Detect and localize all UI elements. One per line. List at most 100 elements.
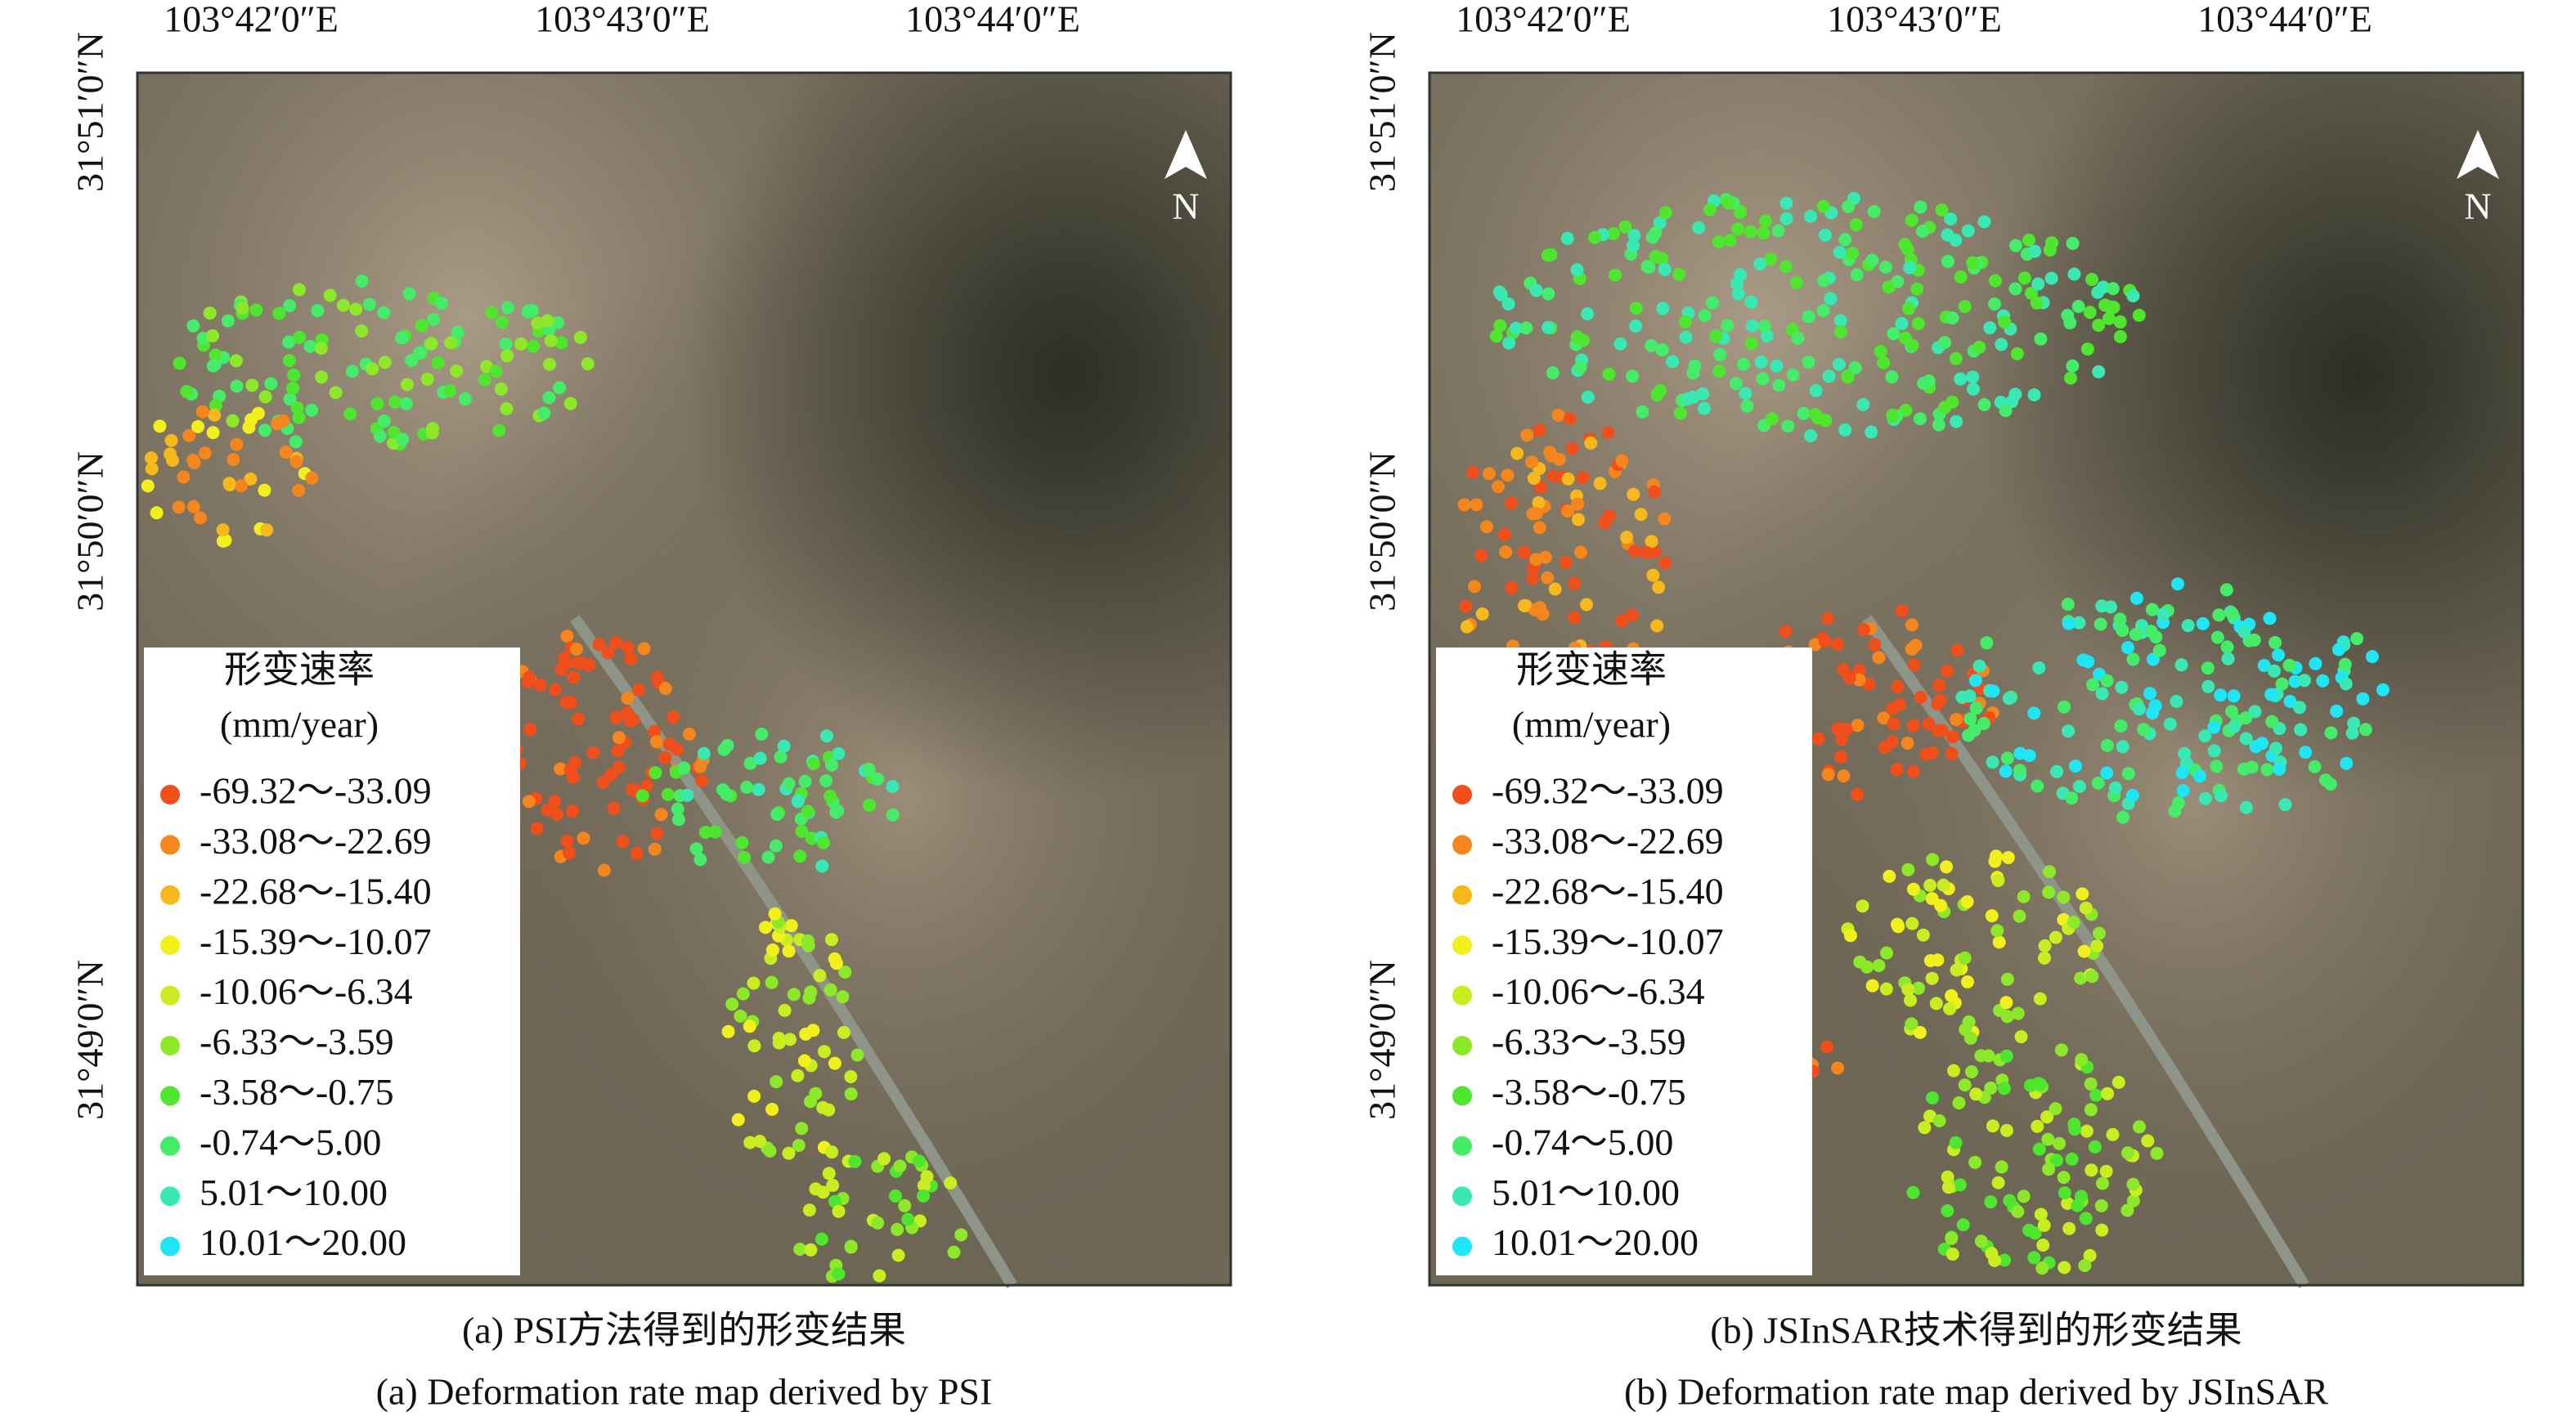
ps-point (2308, 760, 2322, 773)
ps-point (1627, 487, 1640, 501)
ps-point (815, 859, 829, 873)
ps-point (2083, 1248, 2097, 1262)
ps-point (2102, 311, 2116, 325)
ps-point (1950, 713, 1963, 726)
ps-point (1501, 468, 1515, 482)
ps-point (444, 336, 458, 350)
ps-point (2340, 756, 2354, 770)
ps-point (282, 354, 296, 367)
ps-point (1721, 319, 1735, 333)
legend-label: -3.58～-0.75 (200, 1071, 394, 1113)
ps-point (230, 379, 244, 393)
ps-point (1816, 199, 1830, 213)
top-tick-label: 103°43′0″E (1827, 0, 2002, 40)
ps-point (837, 1025, 850, 1039)
ps-point (1804, 209, 1817, 223)
ps-point (236, 301, 249, 315)
ps-point (2331, 643, 2345, 656)
ps-point (1646, 568, 1660, 582)
ps-point (1802, 310, 1815, 324)
ps-point (1754, 355, 1768, 369)
ps-point (191, 419, 204, 433)
ps-point (1673, 406, 1687, 420)
ps-point (2126, 1194, 2140, 1208)
ps-point (1952, 1096, 1966, 1109)
ps-point (734, 1009, 747, 1023)
ps-point (1808, 408, 1822, 421)
ps-point (1905, 338, 1919, 352)
ps-point (802, 1203, 816, 1217)
ps-point (289, 435, 303, 449)
ps-point (806, 757, 820, 771)
ps-point (648, 724, 662, 738)
ps-point (1851, 719, 1865, 733)
ps-point (1745, 319, 1759, 333)
ps-point (1548, 582, 1562, 596)
legend-label: 5.01～10.00 (1492, 1172, 1680, 1213)
ps-point (1713, 347, 1727, 361)
ps-point (2096, 1176, 2109, 1190)
ps-point (2126, 289, 2140, 302)
ps-point (1940, 664, 1954, 678)
ps-point (554, 762, 568, 776)
ps-point (2037, 1218, 2051, 1232)
ps-point (1551, 408, 1565, 422)
ps-point (889, 1189, 902, 1203)
ps-point (1977, 215, 1991, 229)
legend-label: -0.74～5.00 (200, 1121, 381, 1163)
ps-point (2050, 764, 2063, 778)
ps-point (2174, 658, 2188, 672)
legend-swatch (1452, 835, 1472, 855)
ps-point (2299, 746, 2313, 760)
ps-point (2100, 766, 2114, 780)
ps-point (1832, 357, 1846, 371)
ps-point (1998, 315, 2012, 329)
ps-point (1949, 352, 1963, 365)
ps-point (586, 746, 600, 760)
caption-cn: (a) PSI方法得到的形变结果 (462, 1310, 906, 1351)
ps-point (2282, 658, 2296, 672)
ps-point (1904, 993, 1917, 1007)
ps-point (2141, 1134, 2155, 1148)
ps-point (530, 822, 544, 836)
legend-label: -33.08～-22.69 (200, 820, 432, 862)
ps-point (1857, 623, 1870, 637)
ps-point (1533, 521, 1546, 535)
ps-point (1962, 728, 1975, 742)
ps-point (1475, 607, 1489, 621)
ps-point (607, 801, 621, 815)
legend-swatch (160, 1086, 180, 1106)
ps-point (1519, 321, 1533, 335)
ps-point (2067, 267, 2081, 281)
ps-point (2095, 599, 2109, 613)
ps-point (1581, 390, 1595, 404)
ps-point (824, 789, 837, 803)
left-tick-label: 31°51′0″N (70, 32, 111, 192)
ps-point (1843, 929, 1857, 943)
legend-swatch (1452, 985, 1472, 1006)
ps-point (791, 1069, 805, 1082)
ps-point (1565, 441, 1579, 455)
ps-point (1906, 719, 1920, 733)
ps-point (1906, 764, 1920, 778)
ps-point (2013, 909, 2026, 923)
ps-point (194, 511, 207, 525)
ps-point (2044, 271, 2058, 285)
ps-point (2237, 625, 2251, 639)
ps-point (1878, 260, 1892, 274)
ps-point (1640, 546, 1654, 559)
ps-point (765, 943, 779, 957)
top-tick-label: 103°42′0″E (164, 0, 339, 40)
ps-point (2196, 616, 2210, 630)
ps-point (658, 682, 672, 696)
ps-point (2260, 763, 2274, 777)
ps-point (1510, 321, 1523, 335)
ps-point (1791, 331, 1805, 345)
ps-point (1933, 693, 1947, 707)
ps-point (1905, 1017, 1919, 1031)
ps-point (2292, 701, 2306, 715)
ps-point (1922, 374, 1936, 388)
ps-point (1658, 556, 1672, 570)
ps-point (2000, 751, 2014, 765)
ps-point (2106, 282, 2120, 295)
